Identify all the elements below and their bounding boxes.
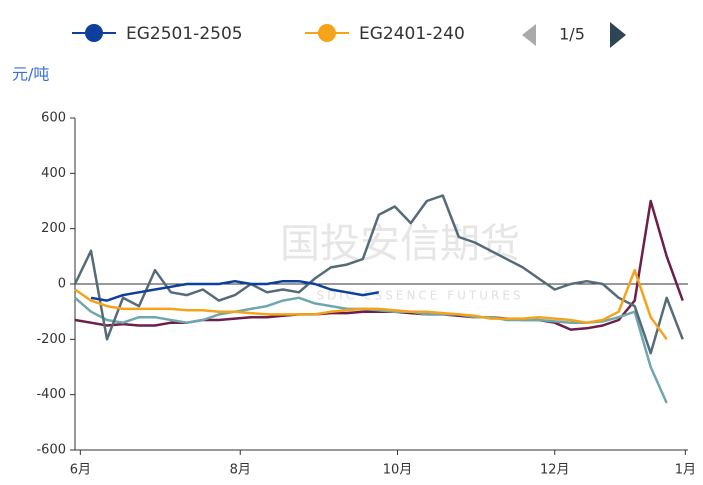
x-tick-label: 1月 bbox=[675, 463, 696, 478]
x-tick-label: 12月 bbox=[540, 463, 570, 478]
series-line bbox=[74, 199, 684, 331]
legend-label: EG2501-2505 bbox=[126, 24, 243, 44]
x-tick-label: 6月 bbox=[70, 463, 91, 478]
series-line bbox=[73, 194, 684, 355]
y-tick-label: 0 bbox=[58, 277, 66, 292]
y-tick-label: 200 bbox=[41, 221, 66, 236]
pager-next[interactable] bbox=[610, 22, 626, 48]
y-tick-label: -400 bbox=[36, 387, 66, 402]
y-axis-unit: 元/吨 bbox=[12, 65, 49, 84]
y-tick-label: -600 bbox=[36, 443, 66, 458]
y-tick-label: 400 bbox=[41, 166, 66, 181]
series-line bbox=[74, 296, 668, 404]
legend-marker bbox=[318, 24, 336, 42]
series-line bbox=[90, 279, 380, 302]
watermark: 国投安信期货 bbox=[280, 221, 520, 267]
series-line bbox=[74, 268, 668, 341]
x-tick-label: 8月 bbox=[230, 463, 251, 478]
legend-label: EG2401-240 bbox=[359, 24, 465, 44]
watermark-sub: SDIC ESSENCE FUTURES bbox=[316, 289, 523, 303]
pager-prev[interactable] bbox=[522, 24, 536, 46]
y-tick-label: -200 bbox=[36, 332, 66, 347]
y-tick-label: 600 bbox=[41, 111, 66, 126]
pager-label: 1/5 bbox=[559, 25, 585, 44]
x-tick-label: 10月 bbox=[383, 463, 413, 478]
legend-marker bbox=[85, 24, 103, 42]
